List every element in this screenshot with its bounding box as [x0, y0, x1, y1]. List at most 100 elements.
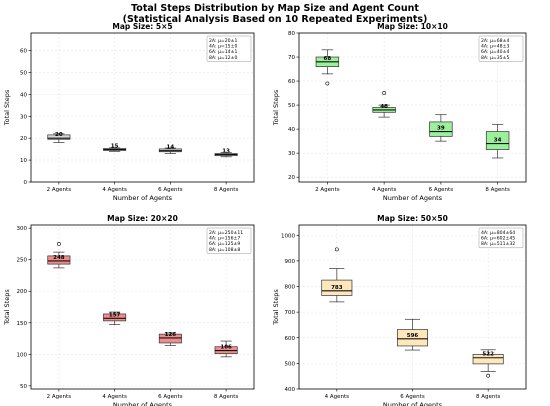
stats-legend-entry: 4A: μ=48±3 — [481, 44, 509, 50]
stats-legend-entry: 8A: μ=511±32 — [481, 241, 515, 247]
y-tick-label: 40 — [288, 127, 295, 133]
median-label: 39 — [437, 126, 445, 132]
y-tick-label: 600 — [285, 336, 296, 342]
y-tick-label: 900 — [285, 259, 296, 265]
stats-legend-entry: 8A: μ=35±5 — [481, 55, 509, 61]
y-tick-label: 20 — [288, 175, 295, 181]
y-axis-label: Total Steps — [3, 89, 11, 126]
figure-subtitle: (Statistical Analysis Based on 10 Repeat… — [122, 14, 428, 25]
y-tick-label: 50 — [288, 103, 295, 109]
x-tick-label: 4 Agents — [102, 394, 127, 400]
outlier-point — [56, 242, 61, 246]
box — [485, 131, 510, 150]
y-tick-label: 30 — [20, 114, 27, 120]
x-axis-label: Number of Agents — [113, 401, 173, 406]
median-label: 596 — [407, 333, 419, 339]
x-tick-label: 6 Agents — [158, 394, 183, 400]
y-tick-label: 800 — [285, 285, 296, 291]
y-tick-label: 200 — [17, 289, 28, 295]
axes-frame — [30, 32, 255, 183]
box — [472, 354, 504, 365]
stats-legend-entry: 2A: μ=250±11 — [209, 230, 243, 236]
stats-legend-entry: 6A: μ=602±45 — [481, 236, 515, 242]
x-tick-label: 2 Agents — [47, 394, 72, 400]
x-tick-label: 8 Agents — [485, 187, 510, 193]
median-label: 14 — [167, 145, 175, 151]
y-tick-label: 70 — [288, 55, 295, 61]
x-tick-label: 8 Agents — [476, 394, 501, 400]
x-tick-label: 2 Agents — [47, 187, 72, 193]
y-tick-label: 80 — [288, 31, 295, 37]
stats-legend-entry: 8A: μ=12±0 — [209, 55, 237, 61]
y-tick-label: 0 — [24, 180, 28, 186]
box — [397, 329, 428, 347]
y-tick-label: 400 — [285, 387, 296, 393]
median-label: 248 — [53, 255, 65, 261]
x-axis-label: Number of Agents — [383, 401, 443, 406]
stats-legend-entry: 6A: μ=125±9 — [209, 241, 240, 247]
axes-frame — [30, 224, 255, 390]
y-tick-label: 50 — [20, 384, 27, 390]
y-tick-label: 150 — [17, 321, 28, 327]
stats-legend-entry: 2A: μ=20±1 — [209, 38, 237, 44]
stats-legend-entry: 4A: μ=15±0 — [209, 44, 237, 50]
median-label: 13 — [222, 149, 230, 155]
y-tick-label: 60 — [288, 79, 295, 85]
y-tick-label: 40 — [20, 92, 27, 98]
outlier-point — [334, 247, 339, 252]
stats-legend-entry: 4A: μ=156±7 — [209, 236, 240, 242]
median-label: 48 — [380, 104, 388, 110]
box — [429, 121, 453, 137]
stats-legend-box — [478, 35, 524, 62]
stats-legend-entry: 6A: μ=14±1 — [209, 49, 237, 55]
outlier-point — [486, 373, 491, 378]
y-tick-label: 1000 — [281, 233, 295, 239]
figure-title: Total Steps Distribution by Map Size and… — [131, 3, 419, 14]
outlier-point — [325, 81, 330, 86]
y-axis-label: Total Steps — [272, 289, 280, 326]
y-tick-label: 300 — [17, 226, 28, 232]
y-tick-label: 100 — [17, 352, 28, 358]
median-label: 68 — [324, 56, 332, 62]
y-axis-label: Total Steps — [272, 89, 280, 126]
axes-frame — [298, 32, 527, 183]
box — [47, 134, 71, 140]
y-tick-label: 10 — [20, 158, 27, 164]
stats-legend-entry: 2A: μ=68±4 — [481, 38, 509, 44]
box — [321, 279, 353, 296]
x-tick-label: 6 Agents — [400, 394, 425, 400]
x-tick-label: 4 Agents — [372, 187, 397, 193]
outlier-point — [382, 91, 387, 95]
subplot-title: Map Size: 20×20 — [107, 214, 178, 223]
y-tick-label: 500 — [285, 361, 296, 367]
box — [158, 333, 182, 344]
median-label: 20 — [55, 132, 63, 138]
stats-legend-box — [478, 227, 524, 249]
x-tick-label: 8 Agents — [214, 394, 239, 400]
y-tick-label: 60 — [20, 49, 27, 55]
median-label: 783 — [331, 285, 343, 291]
x-tick-label: 6 Agents — [158, 187, 183, 193]
subplot-title: Map Size: 10×10 — [377, 22, 448, 31]
stats-legend-box — [206, 35, 252, 62]
median-label: 34 — [494, 138, 502, 144]
y-tick-label: 30 — [288, 151, 295, 157]
x-axis-label: Number of Agents — [383, 194, 443, 202]
box — [47, 255, 71, 265]
median-label: 522 — [482, 352, 494, 358]
stats-legend-entry: 8A: μ=108±8 — [209, 247, 240, 253]
x-tick-label: 2 Agents — [315, 187, 340, 193]
median-label: 15 — [111, 144, 119, 150]
stats-legend-entry: 4A: μ=804±64 — [481, 230, 515, 236]
median-label: 126 — [165, 332, 177, 338]
y-tick-label: 50 — [20, 70, 27, 76]
axes-frame — [298, 224, 527, 390]
median-label: 106 — [220, 345, 232, 351]
x-tick-label: 4 Agents — [102, 187, 127, 193]
subplot-title: Map Size: 5×5 — [112, 22, 172, 31]
y-tick-label: 250 — [17, 258, 28, 264]
x-tick-label: 4 Agents — [325, 394, 350, 400]
stats-legend-box — [206, 227, 252, 254]
y-tick-label: 700 — [285, 310, 296, 316]
